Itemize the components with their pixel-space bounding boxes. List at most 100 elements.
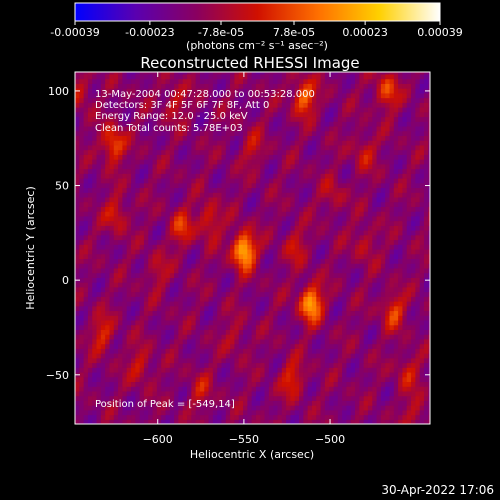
- heatmap-cell: [260, 225, 266, 231]
- heatmap-cell: [286, 154, 292, 160]
- heatmap-cell: [225, 201, 231, 207]
- heatmap-cell: [122, 187, 128, 193]
- heatmap-cell: [411, 154, 416, 160]
- heatmap-cell: [337, 220, 343, 226]
- heatmap-cell: [286, 282, 292, 288]
- heatmap-cell: [79, 244, 85, 250]
- heatmap-cell: [92, 277, 98, 283]
- heatmap-cell: [303, 395, 309, 401]
- heatmap-cell: [303, 163, 309, 170]
- heatmap-cell: [230, 201, 236, 207]
- heatmap-cell: [273, 211, 279, 217]
- heatmap-cell: [359, 173, 365, 179]
- heatmap-cell: [355, 300, 360, 307]
- heatmap-cell: [208, 230, 214, 236]
- heatmap-cell: [303, 329, 309, 335]
- heatmap-cell: [380, 201, 386, 207]
- heatmap-cell: [428, 154, 430, 160]
- heatmap-cell: [402, 225, 408, 231]
- heatmap-cell: [174, 353, 179, 359]
- heatmap-cell: [350, 371, 356, 378]
- heatmap-cell: [290, 192, 296, 198]
- heatmap-cell: [212, 353, 218, 359]
- heatmap-cell: [199, 409, 205, 416]
- heatmap-cell: [152, 272, 158, 278]
- heatmap-cell: [135, 154, 141, 160]
- heatmap-cell: [393, 201, 399, 207]
- heatmap-cell: [234, 173, 240, 179]
- heatmap-cell: [251, 258, 257, 264]
- heatmap-cell: [83, 300, 89, 307]
- heatmap-cell: [359, 409, 365, 416]
- heatmap-cell: [398, 206, 404, 212]
- heatmap-cell: [126, 244, 132, 250]
- heatmap-cell: [419, 291, 425, 297]
- heatmap-cell: [230, 405, 236, 411]
- heatmap-cell: [398, 338, 404, 345]
- heatmap-cell: [286, 263, 292, 269]
- heatmap-cell: [367, 282, 373, 288]
- heatmap-cell: [148, 225, 154, 231]
- heatmap-cell: [393, 395, 399, 401]
- heatmap-cell: [294, 310, 300, 316]
- heatmap-cell: [199, 315, 205, 321]
- heatmap-cell: [355, 206, 360, 212]
- heatmap-cell: [234, 163, 240, 170]
- heatmap-cell: [75, 381, 80, 387]
- heatmap-cell: [204, 248, 210, 255]
- heatmap-cell: [187, 154, 192, 160]
- heatmap-cell: [342, 211, 348, 217]
- heatmap-cell: [217, 206, 223, 212]
- heatmap-cell: [342, 338, 348, 345]
- heatmap-cell: [143, 248, 149, 255]
- heatmap-cell: [406, 376, 412, 383]
- heatmap-cell: [281, 267, 287, 274]
- heatmap-cell: [96, 192, 102, 198]
- heatmap-cell: [208, 409, 214, 416]
- heatmap-cell: [294, 324, 300, 330]
- heatmap-cell: [75, 215, 80, 222]
- heatmap-cell: [178, 149, 184, 155]
- heatmap-cell: [406, 220, 412, 226]
- heatmap-cell: [329, 334, 335, 340]
- heatmap-cell: [363, 362, 369, 368]
- heatmap-cell: [225, 315, 231, 321]
- heatmap-cell: [376, 386, 382, 392]
- heatmap-cell: [402, 267, 408, 274]
- heatmap-cell: [389, 187, 395, 193]
- heatmap-cell: [260, 334, 266, 340]
- heatmap-cell: [165, 196, 171, 203]
- heatmap-cell: [165, 282, 171, 288]
- heatmap-cell: [355, 362, 360, 368]
- heatmap-cell: [87, 140, 93, 146]
- heatmap-cell: [234, 300, 240, 307]
- heatmap-cell: [346, 409, 352, 416]
- heatmap-cell: [178, 381, 184, 387]
- heatmap-cell: [199, 419, 205, 424]
- heatmap-cell: [126, 362, 132, 368]
- heatmap-cell: [428, 196, 430, 203]
- heatmap-cell: [118, 220, 123, 226]
- heatmap-cell: [199, 277, 205, 283]
- heatmap-cell: [156, 405, 162, 411]
- heatmap-cell: [385, 239, 391, 245]
- heatmap-cell: [286, 159, 292, 165]
- heatmap-cell: [83, 196, 89, 203]
- heatmap-cell: [156, 296, 162, 302]
- heatmap-cell: [234, 177, 240, 184]
- heatmap-cell: [212, 291, 218, 297]
- heatmap-cell: [187, 173, 192, 179]
- heatmap-cell: [135, 149, 141, 155]
- heatmap-cell: [225, 300, 231, 307]
- heatmap-cell: [238, 324, 244, 330]
- heatmap-cell: [152, 220, 158, 226]
- heatmap-cell: [303, 348, 309, 354]
- heatmap-cell: [92, 187, 98, 193]
- heatmap-cell: [380, 286, 386, 293]
- heatmap-cell: [234, 329, 240, 335]
- heatmap-cell: [411, 381, 416, 387]
- heatmap-cell: [234, 144, 240, 151]
- heatmap-cell: [148, 386, 154, 392]
- heatmap-cell: [290, 244, 296, 250]
- heatmap-cell: [100, 386, 106, 392]
